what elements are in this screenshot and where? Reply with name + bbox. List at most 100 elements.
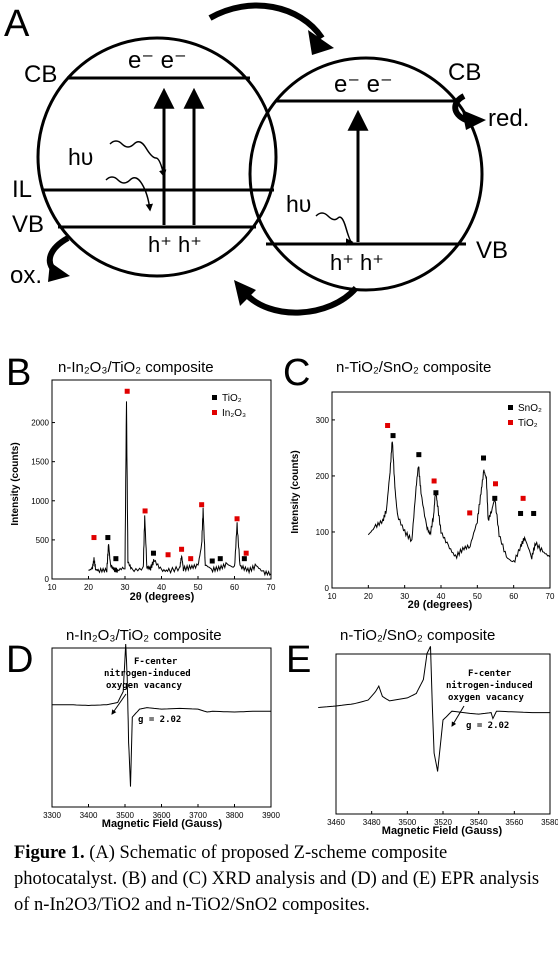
legend-in2o3: In₂O₃	[222, 408, 246, 419]
top-curved-arrow	[208, 2, 325, 40]
panel-d-annotation-1: F-center	[134, 657, 178, 667]
panel-c: C n-TiO₂/SnO₂ composite Intensity (count…	[283, 352, 555, 611]
peak-marker-tio2	[105, 535, 111, 541]
x-tick-label: 30	[121, 583, 130, 592]
figure-canvas: A CB IL VB e⁻ e⁻ h⁺ h⁺ hυ ox. CB VB e⁻ e…	[4, 2, 558, 837]
peak-marker-tio2	[520, 495, 526, 501]
panel-e-frame	[335, 653, 551, 815]
x-tick-label: 3400	[80, 811, 98, 820]
peak-marker-in2o3	[124, 388, 130, 394]
x-tick-label: 50	[194, 583, 203, 592]
peak-marker-tio2	[217, 556, 223, 562]
peak-marker-tio2	[385, 423, 391, 429]
left-photon-wave-2	[105, 176, 153, 212]
x-tick-label: 3460	[327, 818, 345, 827]
x-tick-label: 40	[437, 592, 446, 601]
y-tick-label: 300	[316, 416, 330, 425]
bottom-curved-arrow	[241, 285, 359, 316]
x-tick-label: 20	[364, 592, 373, 601]
panel-d: D n-In₂O₃/TiO₂ composite Magnetic Field …	[6, 627, 280, 830]
panel-e: E n-TiO₂/SnO₂ composite Magnetic Field (…	[286, 627, 558, 837]
x-tick-label: 3600	[153, 811, 171, 820]
x-tick-label: 60	[509, 592, 518, 601]
right-holes: h⁺ h⁺	[330, 250, 384, 275]
panel-e-annotation-arrow	[451, 705, 465, 727]
right-cb-label: CB	[448, 59, 481, 86]
panel-b-title: n-In₂O₃/TiO₂ composite	[58, 359, 214, 376]
x-tick-label: 3560	[505, 818, 523, 827]
panel-c-legend: SnO₂ TiO₂	[508, 403, 542, 429]
x-tick-label: 3700	[189, 811, 207, 820]
panel-d-xlabel: Magnetic Field (Gauss)	[102, 818, 223, 830]
right-semiconductor-circle	[248, 56, 484, 292]
peak-marker-in2o3	[91, 535, 97, 541]
x-tick-label: 3500	[116, 811, 134, 820]
peak-marker-in2o3	[142, 508, 148, 514]
left-holes: h⁺ h⁺	[148, 232, 202, 257]
x-tick-label: 40	[157, 583, 166, 592]
left-electrons: e⁻ e⁻	[128, 47, 187, 74]
peak-marker-sno2	[416, 452, 422, 458]
panel-b-letter: B	[6, 352, 31, 394]
peak-marker-tio2	[493, 481, 498, 487]
left-vb-label: VB	[12, 211, 44, 238]
peak-marker-sno2	[481, 455, 487, 461]
x-tick-label: 3800	[226, 811, 244, 820]
left-photon-label: hυ	[68, 144, 93, 170]
y-tick-label: 0	[325, 584, 330, 593]
right-photon-label: hυ	[286, 191, 311, 217]
x-tick-label: 10	[328, 592, 337, 601]
x-tick-label: 3300	[43, 811, 61, 820]
peak-marker-in2o3	[179, 546, 185, 552]
panel-b-legend: TiO₂ In₂O₃	[212, 393, 246, 419]
panel-e-letter: E	[286, 639, 311, 681]
panel-e-gvalue: g = 2.02	[466, 721, 509, 731]
panel-a-letter: A	[4, 3, 30, 45]
panel-e-annotation-2: nitrogen-induced	[446, 680, 533, 691]
x-tick-label: 3540	[470, 818, 488, 827]
peak-marker-tio2	[113, 556, 119, 562]
panel-c-axes: 10 20 30 40 50 60 70 0 100 200 300	[316, 416, 555, 601]
data-series-line	[367, 441, 551, 564]
x-tick-label: 50	[473, 592, 482, 601]
right-vb-label: VB	[476, 237, 508, 264]
caption-label: Figure 1.	[14, 843, 85, 863]
panel-c-xlabel: 2θ (degrees)	[408, 599, 473, 611]
panel-d-annotation-arrow	[111, 693, 127, 715]
legend-in2o3-marker	[212, 410, 217, 415]
panel-c-letter: C	[283, 352, 310, 394]
y-tick-label: 500	[36, 536, 50, 545]
peak-marker-sno2	[433, 490, 439, 496]
left-cb-label: CB	[24, 61, 57, 88]
left-semiconductor-circle	[36, 36, 278, 278]
x-tick-label: 3900	[262, 811, 280, 820]
red-arrow-head	[462, 110, 486, 130]
legend-tio2-c-marker	[508, 420, 513, 425]
peak-marker-sno2	[492, 495, 498, 501]
y-tick-label: 0	[45, 575, 50, 584]
peak-marker-sno2	[518, 510, 524, 516]
x-tick-label: 70	[546, 592, 555, 601]
figure-caption: Figure 1. (A) Schematic of proposed Z-sc…	[14, 840, 544, 918]
panel-d-axes: 3300 3400 3500 3600 3700 3800 3900	[43, 643, 280, 820]
x-tick-label: 20	[84, 583, 93, 592]
panel-e-xlabel: Magnetic Field (Gauss)	[382, 825, 503, 837]
legend-tio2-c: TiO₂	[518, 418, 538, 429]
panel-c-title: n-TiO₂/SnO₂ composite	[336, 359, 491, 376]
x-tick-label: 3580	[541, 818, 558, 827]
panel-d-title: n-In₂O₃/TiO₂ composite	[66, 627, 222, 644]
panel-c-ylabel: Intensity (counts)	[290, 450, 301, 533]
peak-marker-in2o3	[188, 556, 194, 562]
legend-sno2: SnO₂	[518, 403, 542, 414]
panel-d-letter: D	[6, 639, 33, 681]
x-tick-label: 30	[400, 592, 409, 601]
panel-e-title: n-TiO₂/SnO₂ composite	[340, 627, 495, 644]
caption-text: (A) Schematic of proposed Z-scheme compo…	[14, 843, 540, 915]
y-tick-label: 1500	[31, 458, 49, 467]
peak-marker-sno2	[531, 510, 537, 516]
x-tick-label: 70	[267, 583, 276, 592]
x-tick-label: 3520	[434, 818, 452, 827]
ox-arrow-head	[48, 262, 70, 282]
panel-e-annotation-1: F-center	[468, 669, 512, 679]
panel-e-axes: 3460 3480 3500 3520 3540 3560 3580	[318, 646, 558, 827]
